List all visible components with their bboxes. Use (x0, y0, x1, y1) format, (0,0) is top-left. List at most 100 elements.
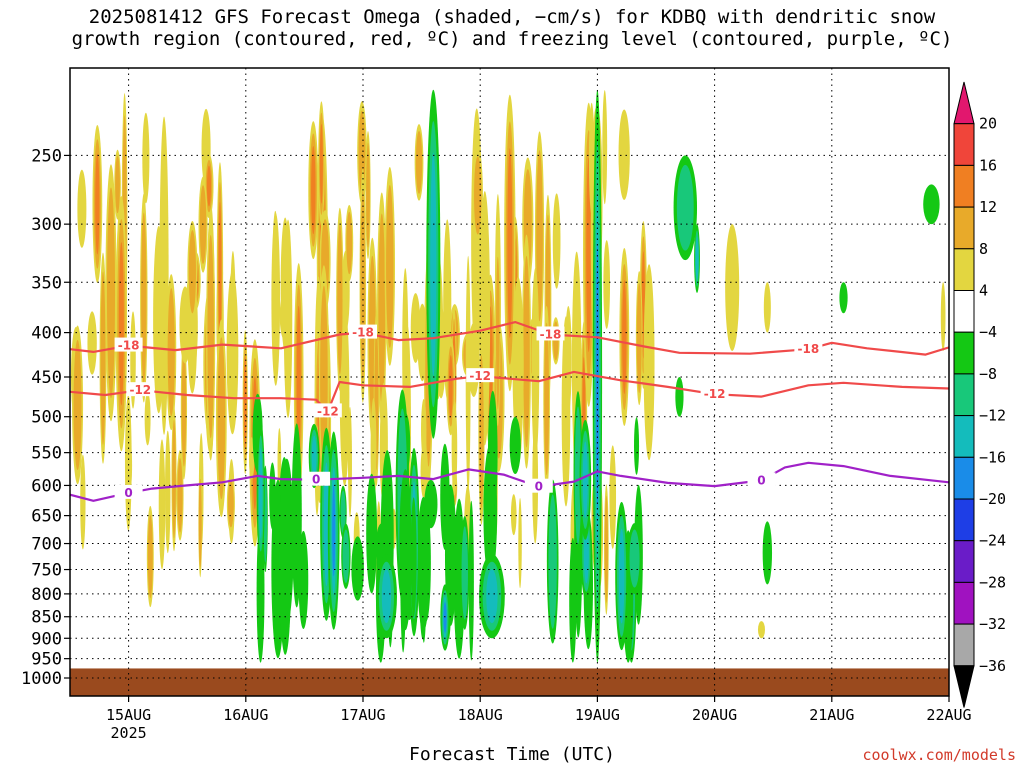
contour-label-bg (114, 337, 143, 352)
upward-motion-region (378, 213, 386, 405)
upward-motion-region (115, 155, 120, 214)
x-tick-label: 15AUG (106, 706, 151, 724)
upward-motion-region (283, 219, 293, 418)
contour-label-bg (114, 484, 143, 499)
upward-motion-region (940, 282, 946, 351)
upward-motion-region (552, 193, 561, 289)
colorbar-label: −36 (979, 657, 1006, 675)
colorbar-swatch (953, 164, 975, 208)
upward-motion-region (198, 478, 202, 568)
upward-motion-region (609, 445, 617, 549)
upward-motion-region (272, 210, 278, 296)
contour-label: -12 (317, 404, 339, 418)
colorbar-swatch (953, 123, 975, 166)
upward-motion-region (118, 242, 124, 406)
upward-motion-region (172, 419, 176, 539)
downward-motion-region (634, 417, 640, 475)
colorbar-swatch (953, 206, 975, 250)
upward-motion-region (618, 109, 630, 200)
downward-motion-region (675, 376, 684, 417)
downward-motion-region (839, 282, 848, 314)
colorbar-swatch (953, 540, 975, 583)
contour-label-bg (466, 368, 495, 383)
upward-motion-region (603, 240, 611, 329)
contour-layer: -18 -18 -18 -18 -12 -12 -12 -12 0 0 0 0 (70, 321, 949, 502)
downward-motion-region (440, 443, 450, 550)
x-tick-label: 17AUG (340, 706, 385, 724)
downward-motion-region (399, 469, 412, 631)
contour-label: -12 (129, 383, 151, 397)
upward-motion-region (536, 150, 543, 322)
downward-motion-region (574, 406, 582, 545)
upward-motion-region (496, 256, 500, 410)
y-tick-label: 550 (31, 444, 62, 464)
x-axis-title: Forecast Time (UTC) (409, 744, 615, 765)
upward-motion-region (158, 439, 166, 570)
upward-motion-region (725, 224, 740, 351)
colorbar-swatch (953, 290, 975, 333)
downward-motion-region (366, 473, 378, 594)
plot-frame (69, 67, 950, 697)
downward-motion-region (923, 184, 940, 225)
downward-motion-region (618, 528, 625, 624)
upward-motion-region (207, 234, 214, 439)
downward-motion-region (569, 537, 577, 663)
x-tick-label: 20AUG (692, 706, 737, 724)
downward-motion-region (582, 441, 588, 519)
upward-motion-region (106, 187, 116, 399)
colorbar-label: −4 (979, 323, 997, 341)
upward-motion-region (448, 355, 453, 418)
colorbar-label: −20 (979, 490, 1006, 508)
upward-motion-region (636, 283, 642, 394)
upward-motion-region (217, 337, 226, 500)
upward-motion-region (510, 494, 517, 536)
colorbar-label: 20 (979, 115, 997, 133)
credit-link[interactable]: coolwx.com/models (862, 746, 1016, 764)
contour-label: 0 (757, 473, 765, 487)
upward-motion-region (144, 391, 151, 446)
colorbar-top-arrow (953, 81, 975, 125)
upward-motion-region (95, 153, 100, 255)
colorbar-swatch (953, 331, 975, 375)
contour-label: -18 (352, 326, 374, 340)
upward-motion-region (386, 184, 394, 348)
upward-motion-region (763, 282, 771, 333)
upward-motion-region (100, 271, 106, 445)
x-tick-label: 22AUG (926, 706, 971, 724)
upward-motion-region (360, 189, 366, 382)
downward-motion-region (468, 500, 474, 661)
downward-motion-region (279, 458, 294, 625)
downward-motion-region (298, 530, 309, 629)
downward-motion-region (486, 569, 498, 624)
colorbar-label: 16 (979, 156, 997, 174)
chart-title-line2: growth region (contoured, red, ºC) and f… (71, 28, 953, 50)
ground-layer (70, 668, 949, 696)
colorbar-swatch (953, 415, 975, 458)
downward-motion-region (483, 444, 498, 581)
colorbar-swatch (953, 373, 975, 417)
upward-motion-region (243, 356, 247, 449)
upward-motion-region (415, 130, 423, 194)
upward-motion-region (512, 276, 524, 453)
downward-motion-region (461, 526, 468, 620)
upward-motion-region (188, 230, 196, 314)
y-axis: 2503003504004505005506006507007508008509… (21, 146, 70, 689)
y-tick-label: 250 (31, 146, 62, 166)
contour-label-bg (536, 326, 565, 341)
y-tick-label: 950 (31, 650, 62, 670)
contour-label: 0 (124, 486, 132, 500)
upward-motion-region (87, 311, 97, 375)
downward-motion-region (410, 497, 417, 618)
upward-motion-region (177, 458, 183, 533)
contour-label: -18 (798, 342, 820, 356)
upward-motion-region (147, 515, 153, 598)
contour-label-bg (313, 403, 342, 418)
contour-label-bg (524, 478, 553, 493)
ground-surface (70, 668, 949, 696)
upward-motion-region (507, 148, 513, 338)
y-tick-label: 650 (31, 507, 62, 527)
colorbar-label: −8 (979, 365, 997, 383)
upward-motion-region (206, 165, 211, 207)
downward-motion-region (676, 164, 694, 251)
